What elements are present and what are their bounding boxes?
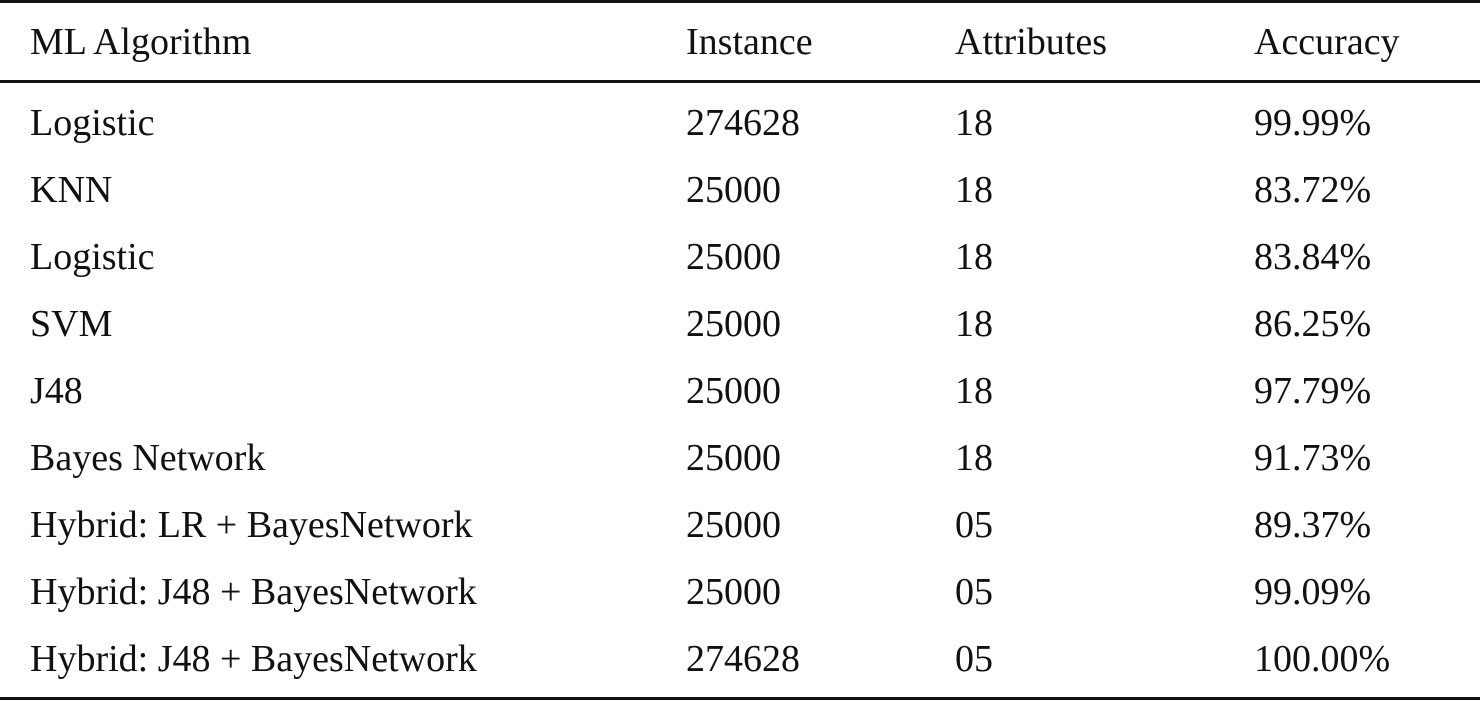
cell-accuracy: 91.73% <box>1254 437 1372 479</box>
cell-ml-algorithm: Bayes Network <box>30 437 266 479</box>
cell-ml-algorithm: Hybrid: J48 + BayesNetwork <box>30 571 477 613</box>
cell-attributes: 18 <box>955 303 993 345</box>
cell-instance: 25000 <box>686 504 781 546</box>
header-rule <box>0 80 1480 83</box>
cell-accuracy: 99.09% <box>1254 571 1372 613</box>
cell-ml-algorithm: J48 <box>30 370 83 412</box>
table-row: Bayes Network 25000 18 91.73% <box>0 425 1480 492</box>
cell-instance: 25000 <box>686 169 781 211</box>
cell-accuracy: 100.00% <box>1254 638 1391 680</box>
table-row: KNN 25000 18 83.72% <box>0 157 1480 224</box>
table-row: J48 25000 18 97.79% <box>0 358 1480 425</box>
table-row: Hybrid: J48 + BayesNetwork 274628 05 100.00… <box>0 626 1480 693</box>
cell-instance: 274628 <box>686 638 800 680</box>
cell-attributes: 18 <box>955 236 993 278</box>
cell-accuracy: 97.79% <box>1254 370 1372 412</box>
header-accuracy: Accuracy <box>1254 21 1400 63</box>
cell-ml-algorithm: Logistic <box>30 102 155 144</box>
table-row: SVM 25000 18 86.25% <box>0 291 1480 358</box>
cell-instance: 274628 <box>686 102 800 144</box>
cell-ml-algorithm: Hybrid: J48 + BayesNetwork <box>30 638 477 680</box>
cell-attributes: 05 <box>955 571 993 613</box>
cell-instance: 25000 <box>686 370 781 412</box>
header-row: ML Algorithm Instance Attributes Accurac… <box>0 9 1480 76</box>
table-row: Hybrid: J48 + BayesNetwork 25000 05 99.09% <box>0 559 1480 626</box>
top-rule <box>0 0 1480 3</box>
cell-accuracy: 99.99% <box>1254 102 1372 144</box>
cell-accuracy: 83.72% <box>1254 169 1372 211</box>
header-instance: Instance <box>686 21 813 63</box>
cell-instance: 25000 <box>686 236 781 278</box>
cell-attributes: 18 <box>955 437 993 479</box>
table-row: Logistic 274628 18 99.99% <box>0 90 1480 157</box>
cell-instance: 25000 <box>686 303 781 345</box>
table-row: Hybrid: LR + BayesNetwork 25000 05 89.37% <box>0 492 1480 559</box>
cell-ml-algorithm: Logistic <box>30 236 155 278</box>
cell-instance: 25000 <box>686 571 781 613</box>
cell-ml-algorithm: KNN <box>30 169 113 211</box>
cell-attributes: 05 <box>955 504 993 546</box>
cell-accuracy: 86.25% <box>1254 303 1372 345</box>
cell-attributes: 18 <box>955 169 993 211</box>
cell-accuracy: 83.84% <box>1254 236 1372 278</box>
cell-instance: 25000 <box>686 437 781 479</box>
header-attributes: Attributes <box>955 21 1107 63</box>
cell-ml-algorithm: SVM <box>30 303 113 345</box>
bottom-rule <box>0 697 1480 700</box>
cell-attributes: 18 <box>955 102 993 144</box>
table-row: Logistic 25000 18 83.84% <box>0 224 1480 291</box>
header-ml-algorithm: ML Algorithm <box>30 21 252 63</box>
cell-ml-algorithm: Hybrid: LR + BayesNetwork <box>30 504 473 546</box>
cell-accuracy: 89.37% <box>1254 504 1372 546</box>
cell-attributes: 05 <box>955 638 993 680</box>
cell-attributes: 18 <box>955 370 993 412</box>
